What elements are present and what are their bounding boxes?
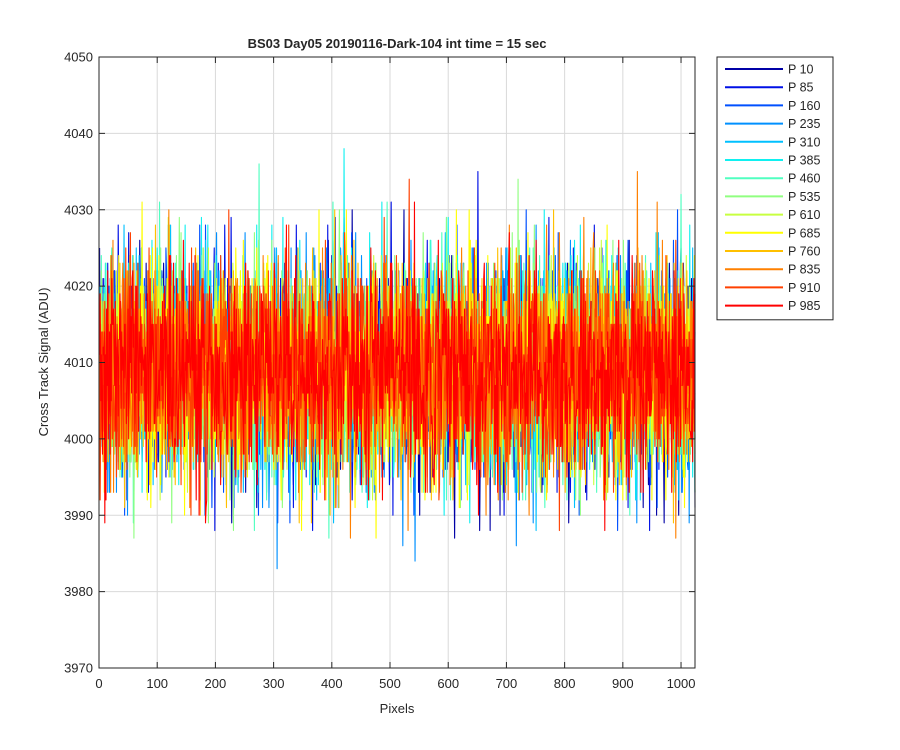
x-tick-label-9: 900 (612, 676, 634, 691)
x-tick-label-3: 300 (263, 676, 285, 691)
x-tick-label-1: 100 (146, 676, 168, 691)
legend-label-p-85: P 85 (788, 81, 814, 95)
legend-label-p-535: P 535 (788, 190, 820, 204)
x-tick-label-5: 500 (379, 676, 401, 691)
y-tick-label-3: 4000 (64, 431, 93, 446)
y-tick-label-8: 4050 (64, 50, 93, 65)
legend-label-p-235: P 235 (788, 117, 820, 131)
legend-label-p-760: P 760 (788, 245, 820, 259)
x-axis-label: Pixels (380, 701, 415, 716)
y-tick-label-2: 3990 (64, 508, 93, 523)
x-tick-label-10: 1000 (667, 676, 696, 691)
legend: P 10 P 85 P 160 P 235 P 310 P 385 P 460 P 535 P … (716, 56, 834, 321)
legend-label-p-160: P 160 (788, 99, 820, 113)
y-tick-label-7: 4040 (64, 126, 93, 141)
y-tick-label-1: 3980 (64, 584, 93, 599)
chart-title: BS03 Day05 20190116-Dark-104 int time = … (248, 36, 547, 51)
legend-label-p-10: P 10 (788, 63, 814, 77)
y-tick-label-0: 3970 (64, 661, 93, 676)
legend-label-p-460: P 460 (788, 172, 820, 186)
y-tick-label-5: 4020 (64, 279, 93, 294)
legend-label-p-385: P 385 (788, 154, 820, 168)
y-axis-label: Cross Track Signal (ADU) (36, 288, 51, 437)
series-group (99, 148, 696, 570)
y-tick-label-6: 4030 (64, 202, 93, 217)
y-tick-label-4: 4010 (64, 355, 93, 370)
x-tick-label-6: 600 (437, 676, 459, 691)
legend-label-p-910: P 910 (788, 281, 820, 295)
x-tick-label-4: 400 (321, 676, 343, 691)
x-tick-label-2: 200 (205, 676, 227, 691)
legend-label-p-985: P 985 (788, 299, 820, 313)
legend-label-p-835: P 835 (788, 263, 820, 277)
legend-label-p-310: P 310 (788, 135, 820, 149)
legend-box (716, 56, 834, 321)
x-tick-label-0: 0 (95, 676, 102, 691)
legend-label-p-685: P 685 (788, 226, 820, 240)
legend-label-p-610: P 610 (788, 208, 820, 222)
axes: 0 100 200 300 400 500 600 700 800 900 1000 3970 3980… (64, 50, 696, 691)
x-tick-label-7: 700 (496, 676, 518, 691)
series-line-p-985 (99, 201, 696, 532)
x-tick-label-8: 800 (554, 676, 576, 691)
